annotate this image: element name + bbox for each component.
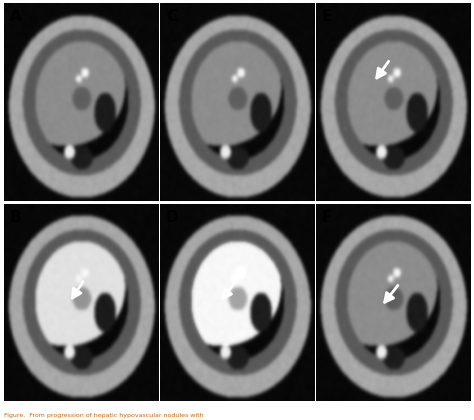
Text: B: B <box>10 210 22 225</box>
Text: C: C <box>166 9 177 24</box>
Text: A: A <box>10 9 22 24</box>
Text: Figure.  From progression of hepatic hypovascular nodules with: Figure. From progression of hepatic hypo… <box>4 413 203 418</box>
Text: D: D <box>166 210 179 225</box>
Text: F: F <box>322 210 332 225</box>
Text: E: E <box>322 9 332 24</box>
